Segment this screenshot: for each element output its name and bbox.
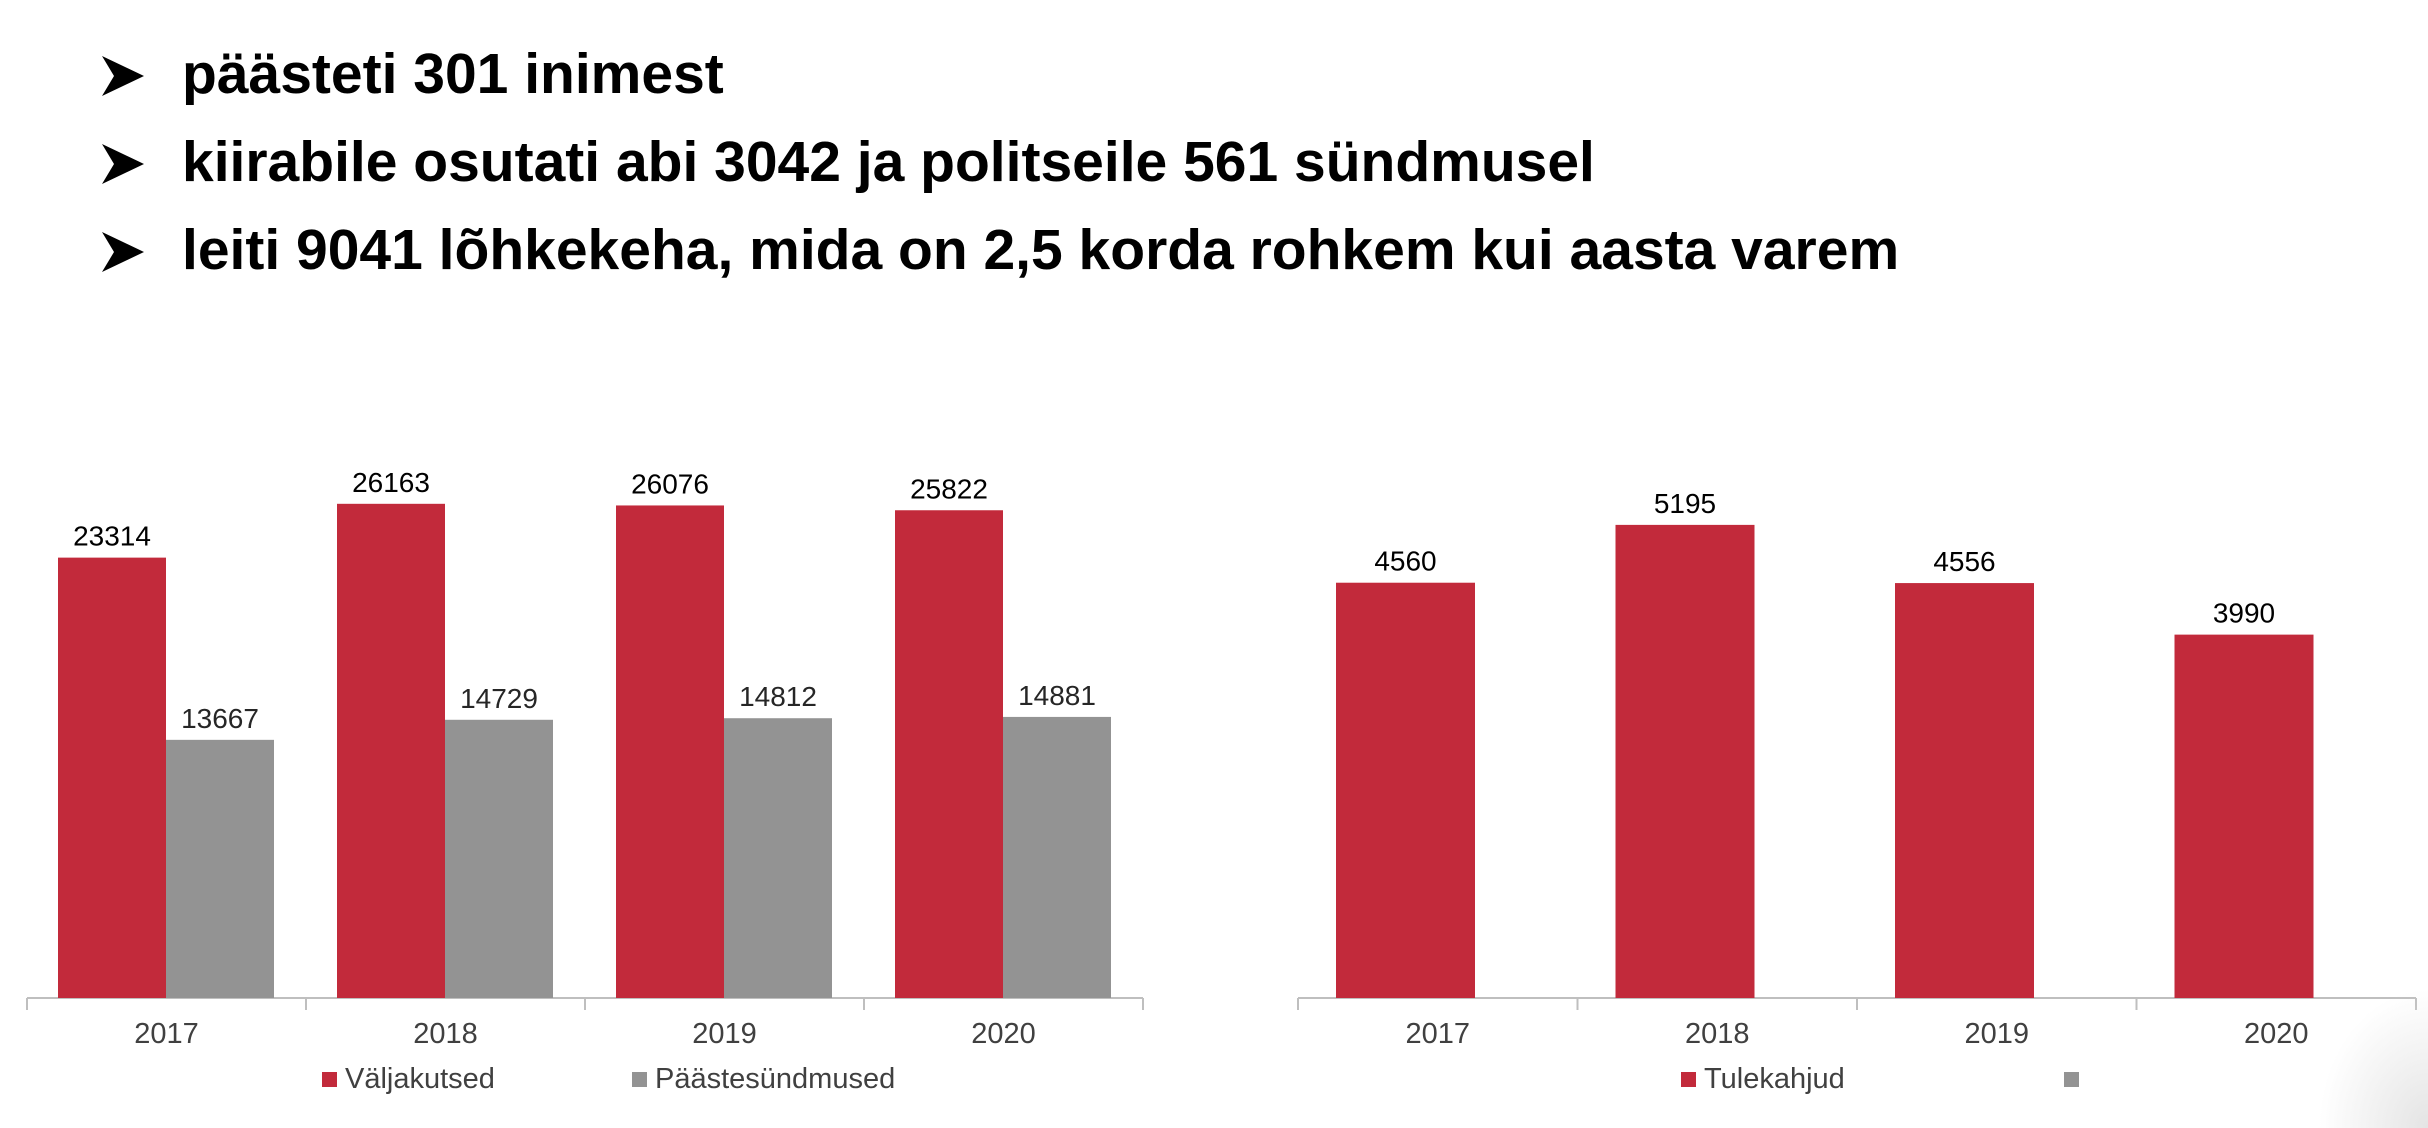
arrowhead-bullet-icon <box>102 232 144 272</box>
legend-swatch <box>632 1072 647 1087</box>
bullet-list: päästeti 301 inimest kiirabile osutati a… <box>100 40 1900 304</box>
bar-väljakutsed-2019 <box>616 505 724 998</box>
bar-tulekahjud-2019 <box>1895 583 2034 998</box>
bullet-item: päästeti 301 inimest <box>100 40 1900 109</box>
bar-chart-callouts: 2017 23314 13667 2018 26163 14729 2019 26076 148… <box>26 467 1144 1095</box>
bar-päästesündmused-2017 <box>166 739 274 998</box>
bar-väljakutsed-2020 <box>895 510 1003 998</box>
x-tick-label: 2020 <box>971 1018 1036 1050</box>
x-tick-label: 2019 <box>692 1018 757 1050</box>
legend-label: Väljakutsed <box>345 1063 495 1095</box>
arrowhead-bullet-icon <box>102 56 144 96</box>
data-label: 4556 <box>1933 546 1995 577</box>
legend-swatch <box>2064 1072 2079 1087</box>
bullet-text: leiti 9041 lõhkekeha, mida on 2,5 korda … <box>182 218 1900 282</box>
bullet-text: päästeti 301 inimest <box>182 42 724 106</box>
x-tick-label: 2019 <box>1964 1018 2029 1050</box>
charts-area: 2017 23314 13667 2018 26163 14729 2019 26076 148… <box>0 440 2428 1128</box>
legend-swatch <box>1681 1072 1696 1087</box>
bullet-item: kiirabile osutati abi 3042 ja politseile… <box>100 128 1900 197</box>
bar-päästesündmused-2019 <box>724 718 832 998</box>
data-label: 3990 <box>2213 598 2275 629</box>
bar-päästesündmused-2020 <box>1003 716 1111 998</box>
bar-tulekahjud-2017 <box>1336 582 1475 998</box>
x-tick-label: 2018 <box>413 1018 478 1050</box>
legend-label: Päästesündmused <box>655 1063 895 1095</box>
bullet-text: kiirabile osutati abi 3042 ja politseile… <box>182 130 1595 194</box>
bullet-item: leiti 9041 lõhkekeha, mida on 2,5 korda … <box>100 216 1900 285</box>
data-label: 14881 <box>1018 680 1096 711</box>
x-tick-label: 2017 <box>134 1018 199 1050</box>
x-tick-label: 2018 <box>1685 1018 1750 1050</box>
data-label: 13667 <box>181 703 259 734</box>
data-label: 14729 <box>460 683 538 714</box>
data-label: 5195 <box>1654 488 1716 519</box>
bar-tulekahjud-2020 <box>2174 634 2314 998</box>
data-label: 26076 <box>631 468 709 499</box>
data-label: 26163 <box>352 467 430 498</box>
legend-label: Tulekahjud <box>1704 1063 1845 1095</box>
data-label: 14812 <box>739 681 817 712</box>
arrowhead-bullet-icon <box>102 144 144 184</box>
x-tick-label: 2017 <box>1405 1018 1470 1050</box>
bar-väljakutsed-2017 <box>58 557 166 998</box>
bar-päästesündmused-2018 <box>445 719 553 998</box>
legend-swatch <box>322 1072 337 1087</box>
bar-väljakutsed-2018 <box>337 503 445 998</box>
data-label: 23314 <box>73 521 151 552</box>
data-label: 4560 <box>1374 546 1436 577</box>
bar-tulekahjud-2018 <box>1615 524 1755 998</box>
x-tick-label: 2020 <box>2244 1018 2309 1050</box>
data-label: 25822 <box>910 473 988 504</box>
bar-chart-fires: 2017 4560 2018 5195 2019 4556 2020 3990 Tulekahj… <box>1297 488 2417 1095</box>
